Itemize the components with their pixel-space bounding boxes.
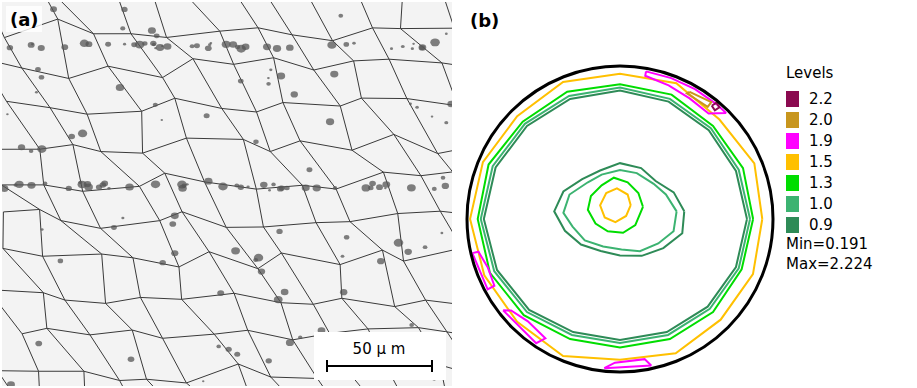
svg-text:(a): (a) — [10, 9, 39, 30]
html-text:0.9: 0.9 — [809, 215, 833, 234]
html-text:1.0: 1.0 — [809, 194, 833, 213]
html-text:2.0: 2.0 — [809, 110, 833, 129]
html-text:(b): (b) — [470, 10, 500, 31]
html-text:1.9: 1.9 — [809, 131, 833, 150]
html-text:Min=0.191: Min=0.191 — [786, 235, 869, 253]
html-text:Levels: Levels — [786, 64, 834, 82]
html-text:1.3: 1.3 — [809, 173, 833, 192]
svg-text:50 μ m: 50 μ m — [353, 340, 406, 358]
html-text:1.5: 1.5 — [809, 152, 833, 171]
html-text:Max=2.224: Max=2.224 — [786, 255, 873, 273]
html-text:2.2: 2.2 — [809, 89, 833, 108]
